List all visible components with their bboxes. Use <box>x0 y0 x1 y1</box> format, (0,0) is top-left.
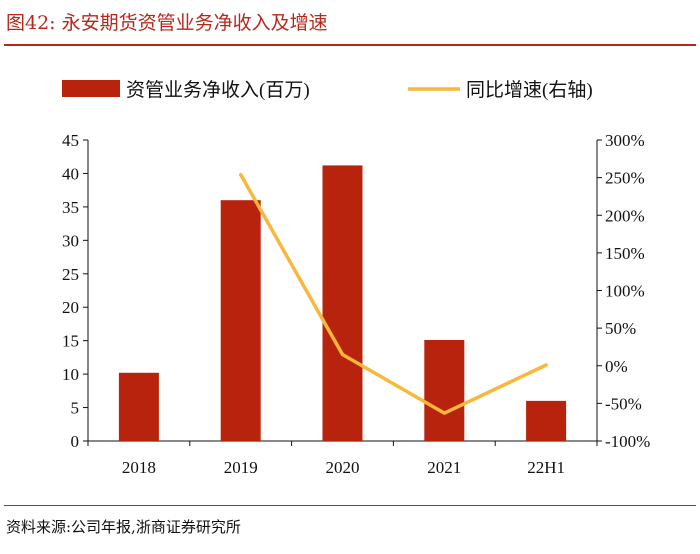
legend-swatch-bar <box>62 80 120 97</box>
right-tick-label: 300% <box>605 131 645 150</box>
left-tick-label: 35 <box>62 198 79 217</box>
x-tick-label: 2018 <box>122 458 156 477</box>
left-tick-label: 40 <box>62 164 79 183</box>
bar <box>220 200 261 441</box>
right-tick-label: 0% <box>605 357 628 376</box>
x-tick-label: 2019 <box>224 458 258 477</box>
left-tick-label: 25 <box>62 265 79 284</box>
bar <box>322 165 363 441</box>
bar <box>424 339 465 441</box>
bar <box>118 372 159 441</box>
title-rule <box>4 44 696 46</box>
chart: 0 5 10 15 20 25 30 35 40 45 -100% -50% 0% 50% 100% 150%… <box>62 79 650 477</box>
x-tick-label: 2021 <box>427 458 461 477</box>
x-tick-label: 22H1 <box>527 458 565 477</box>
right-tick-label: 250% <box>605 169 645 188</box>
figure-title: 图42: 永安期货资管业务净收入及增速 <box>6 12 328 34</box>
legend-label-line: 同比增速(右轴) <box>466 79 593 101</box>
x-tick-label: 2020 <box>326 458 360 477</box>
right-tick-label: 150% <box>605 244 645 263</box>
legend-label-bar: 资管业务净收入(百万) <box>126 79 310 101</box>
left-tick-label: 5 <box>71 399 80 418</box>
growth-line <box>238 172 548 415</box>
source-rule <box>4 505 696 506</box>
right-tick-label: -100% <box>605 432 650 451</box>
right-tick-label: 100% <box>605 282 645 301</box>
left-tick-label: 0 <box>71 432 80 451</box>
right-tick-label: 200% <box>605 206 645 225</box>
left-tick-label: 30 <box>62 231 79 250</box>
right-tick-label: -50% <box>605 394 642 413</box>
left-tick-label: 15 <box>62 332 79 351</box>
left-tick-label: 20 <box>62 298 79 317</box>
left-tick-label: 45 <box>62 131 79 150</box>
bar <box>526 400 567 441</box>
right-tick-label: 50% <box>605 319 636 338</box>
source-note: 资料来源:公司年报,浙商证券研究所 <box>6 518 241 536</box>
left-tick-label: 10 <box>62 365 79 384</box>
